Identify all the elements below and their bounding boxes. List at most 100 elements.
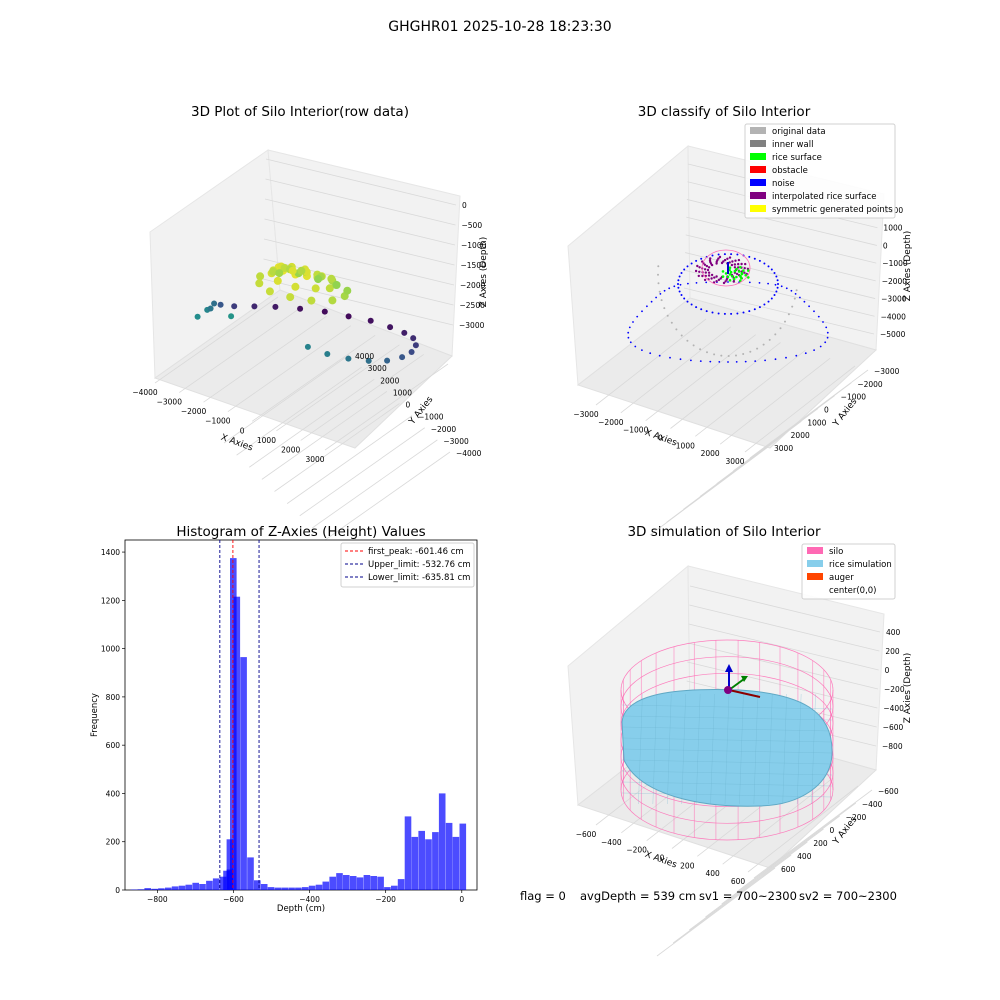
noise-point [700,308,703,311]
noise-point [695,282,698,284]
legend-swatch [807,573,823,580]
noise-point [632,321,634,323]
y-tick-label: −2000 [857,380,883,389]
noise-point [753,257,756,260]
noise-point [777,283,779,285]
rice-surface-point [740,276,743,280]
raw-plot-title: 3D Plot of Silo Interior(row data) [191,104,409,120]
legend-swatch [750,153,766,160]
histogram-bar [308,885,316,890]
interpolated-point [696,264,699,268]
interpolated-point [740,262,743,266]
rice-mesh-line [753,693,759,805]
noise-point [711,311,714,314]
noise-point [723,312,726,315]
noise-point [690,262,693,265]
y-tick-label: −400 [862,800,883,809]
legend-label: symmetric generated points [772,205,893,215]
legend-swatch [750,127,766,134]
z-tick-label: −2000 [882,277,908,286]
noise-point [687,282,689,285]
scatter-point [194,313,201,320]
rice-surface-point [739,274,742,278]
scatter-point [207,305,214,312]
raw-yaxis-label: Y Axies [407,395,436,428]
noise-point [763,262,766,265]
y-tick-label: −2000 [431,425,457,434]
z-tick-label: 0 [883,241,888,250]
scatter-point [412,342,419,349]
legend-label: auger [829,573,854,583]
noise-point [699,360,702,362]
legend-swatch [750,166,766,173]
histogram-bar [137,889,145,890]
z-tick-label: 1000 [883,224,902,233]
x-tick-label: −1000 [623,426,649,435]
y-tick-label: 2000 [791,431,810,440]
noise-point [641,349,643,351]
histogram-bar [391,885,398,890]
interpolated-point [707,266,711,269]
noise-point [677,283,679,285]
noise-point [679,358,682,361]
interpolated-point [718,255,722,259]
scatter-point [314,275,323,284]
noise-point [690,303,693,306]
rice-mesh-line [739,693,744,805]
interpolated-point [709,257,712,260]
legend-label: first_peak: -601.46 cm [368,547,464,557]
simulation-title: 3D simulation of Silo Interior [627,524,821,540]
noise-point [748,310,751,313]
y-tick-label: 0 [406,401,411,410]
interpolated-point [728,256,732,259]
noise-point [646,305,648,308]
simulation-legend: silo rice simulation auger center(0,0) [801,543,896,600]
rice-mesh-line [621,704,833,710]
histogram-bar [329,876,336,890]
x-tick-label: 200 [680,861,695,870]
interpolated-point [730,263,734,267]
x-tick-label: 1000 [676,441,695,450]
noise-point [753,308,756,311]
y-tick-label: 4000 [355,352,374,361]
interpolated-point [707,274,711,277]
legend-swatch [750,179,766,186]
scatter-point [256,272,265,281]
rice-surface-point [730,275,734,278]
status-sv2: sv2 = 700~2300 [799,889,897,903]
rice-mesh-line [621,792,833,798]
noise-point [776,286,779,289]
z-tick-label: −400 [883,704,904,713]
interpolated-point [703,278,707,282]
rice-mesh-line [695,693,701,805]
original-point [762,343,765,346]
x-tick-label: −3000 [573,410,599,419]
histogram-bar [411,836,419,890]
noise-point [736,312,739,315]
noise-point [680,272,683,274]
histogram-bar [356,877,364,890]
noise-point [774,358,777,361]
noise-point [794,293,797,295]
rice-surface-point [744,273,747,277]
y-tick-label: −1000 [418,413,444,422]
histogram-bar [178,885,186,890]
y-tick-label: 200 [106,838,121,847]
rice-simulation-surface [621,688,833,807]
z-tick-label: −1000 [461,241,487,250]
legend-label: obstacle [772,166,808,176]
classify-scatter-points [627,249,829,363]
x-tick-label: 0 [660,854,665,863]
original-point [749,350,752,353]
histogram-bar [158,888,165,890]
rice-mesh-line [621,737,833,743]
rice-surface-point [739,279,742,283]
histogram-bar [452,836,460,890]
scatter-point [304,343,311,350]
noise-point [659,293,662,295]
interpolated-point [743,267,746,270]
interpolated-point [703,268,707,271]
histogram-bar [281,887,288,890]
noise-point [748,281,751,284]
interpolated-point [717,278,721,282]
